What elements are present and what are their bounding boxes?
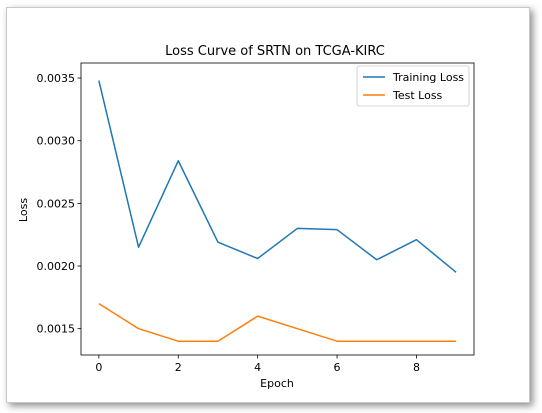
series-layer [98, 80, 457, 342]
y-axis-label: Loss [17, 198, 30, 222]
series-line-training-loss [98, 80, 457, 273]
chart-title: Loss Curve of SRTN on TCGA-KIRC [165, 44, 385, 59]
x-axis-label: Epoch [260, 377, 294, 390]
y-tick-label: 0.0035 [37, 72, 76, 85]
y-tick-label: 0.0020 [37, 260, 76, 273]
axes-layer: 0 2 4 6 8 0.0015 0.0020 0.0025 0.0030 0.0035 [37, 62, 475, 374]
plot-spines [80, 62, 475, 356]
legend: Training Loss Test Loss [356, 65, 470, 107]
y-tick-label: 0.0025 [37, 197, 76, 210]
x-tick-label: 2 [175, 361, 182, 374]
series-line-test-loss [98, 302, 457, 342]
x-tick-label: 0 [95, 361, 102, 374]
legend-box [356, 65, 470, 107]
y-tick-label: 0.0030 [37, 135, 76, 148]
x-tick-label: 6 [334, 361, 341, 374]
y-tick-label: 0.0015 [37, 323, 76, 336]
legend-entry: Test Loss [392, 89, 443, 102]
legend-entry: Training Loss [392, 71, 464, 84]
x-tick-label: 4 [254, 361, 261, 374]
x-tick-label: 8 [413, 361, 420, 374]
